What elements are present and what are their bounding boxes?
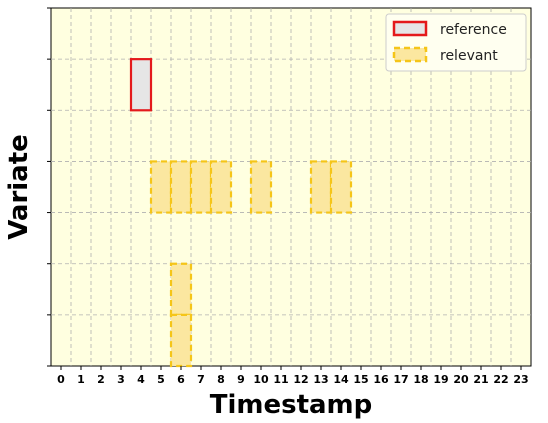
x-axis-title: Timestamp bbox=[210, 390, 373, 420]
legend-reference-label: reference bbox=[440, 22, 507, 38]
relevant-cell bbox=[169, 313, 193, 368]
x-tick-labels: 0 1 2 3 4 5 6 7 8 9 10 11 12 13 14 15 16 17 18 19 20 21 22 23 bbox=[57, 373, 528, 386]
x-tick-label: 8 bbox=[217, 373, 225, 386]
x-tick-label: 20 bbox=[453, 373, 469, 386]
x-tick-label: 9 bbox=[237, 373, 245, 386]
x-tick-label: 10 bbox=[253, 373, 269, 386]
x-tick-label: 13 bbox=[313, 373, 328, 386]
x-tick-label: 18 bbox=[413, 373, 428, 386]
x-tick-label: 16 bbox=[373, 373, 389, 386]
legend-reference-swatch bbox=[392, 20, 428, 37]
ticks bbox=[47, 7, 522, 370]
x-tick-label: 17 bbox=[393, 373, 408, 386]
x-tick-label: 4 bbox=[137, 373, 145, 386]
x-tick-label: 19 bbox=[433, 373, 448, 386]
relevant-cell bbox=[169, 160, 193, 214]
x-tick-label: 11 bbox=[273, 373, 288, 386]
x-tick-label: 6 bbox=[177, 373, 185, 386]
x-tick-label: 21 bbox=[473, 373, 488, 386]
x-tick-label: 12 bbox=[293, 373, 308, 386]
x-tick-label: 0 bbox=[57, 373, 65, 386]
legend: reference relevant bbox=[385, 13, 527, 72]
relevant-cell bbox=[249, 160, 273, 214]
reference-cell bbox=[129, 58, 153, 112]
x-tick-label: 2 bbox=[97, 373, 105, 386]
x-tick-label: 14 bbox=[333, 373, 349, 386]
x-tick-label: 23 bbox=[513, 373, 528, 386]
x-tick-label: 5 bbox=[157, 373, 165, 386]
cells bbox=[129, 58, 353, 368]
legend-relevant-swatch bbox=[392, 46, 428, 63]
relevant-cell bbox=[189, 160, 213, 214]
y-axis-title: Variate bbox=[4, 134, 34, 240]
x-tick-label: 15 bbox=[353, 373, 368, 386]
legend-relevant-label: relevant bbox=[440, 48, 498, 64]
relevant-cell bbox=[209, 160, 233, 214]
x-tick-label: 1 bbox=[77, 373, 85, 386]
relevant-cell bbox=[329, 160, 353, 214]
x-tick-label: 22 bbox=[493, 373, 508, 386]
relevant-cell bbox=[149, 160, 173, 214]
x-tick-label: 3 bbox=[117, 373, 125, 386]
relevant-cell bbox=[169, 262, 193, 316]
x-tick-label: 7 bbox=[197, 373, 205, 386]
relevant-cell bbox=[309, 160, 333, 214]
